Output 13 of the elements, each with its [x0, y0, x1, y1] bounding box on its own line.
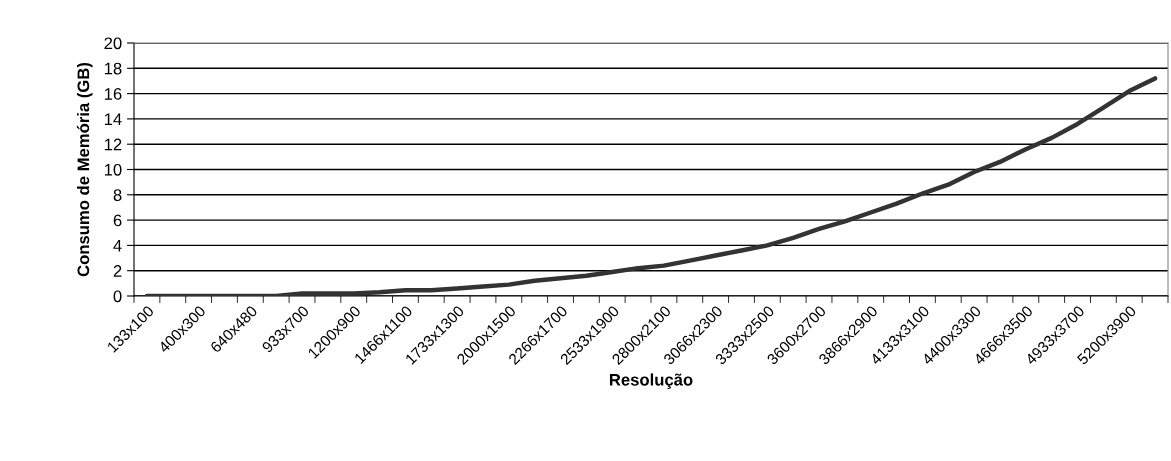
- x-axis-title: Resolução: [609, 373, 693, 389]
- y-tick-label: 14: [104, 113, 122, 125]
- y-tick-label: 8: [113, 189, 122, 201]
- y-tick-label: 6: [113, 214, 122, 227]
- y-tick-label: 16: [104, 88, 122, 100]
- y-tick-label: 10: [104, 163, 122, 176]
- y-tick-label: 12: [104, 138, 122, 151]
- y-tick-label: 2: [113, 265, 122, 277]
- y-tick-label: 18: [104, 62, 122, 75]
- y-tick-label: 0: [113, 290, 122, 303]
- y-tick-label: 4: [113, 239, 122, 252]
- y-tick-label: 20: [104, 37, 122, 50]
- y-axis-title: Consumo de Memória (GB): [76, 62, 93, 277]
